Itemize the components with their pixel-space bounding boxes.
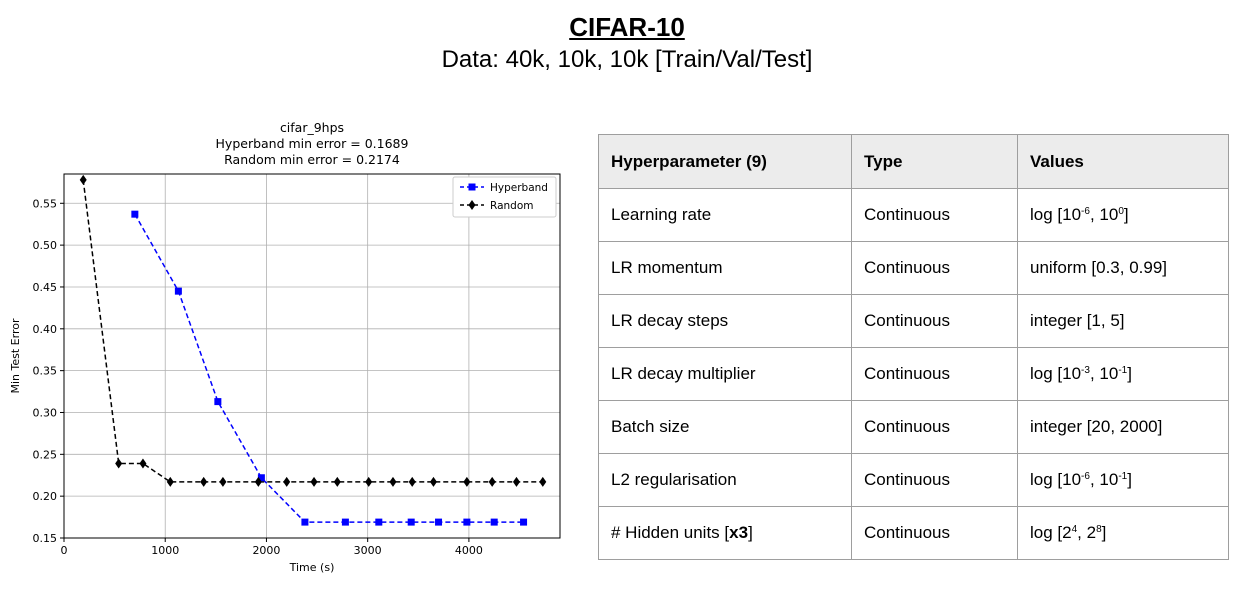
cell-name: # Hidden units [x3] xyxy=(598,506,852,560)
cell-name: LR decay multiplier xyxy=(598,347,852,401)
cell-values: integer [1, 5] xyxy=(1017,294,1229,348)
cell-type: Continuous xyxy=(851,347,1018,401)
cell-type: Continuous xyxy=(851,453,1018,507)
cell-type: Continuous xyxy=(851,506,1018,560)
y-tick-label: 0.45 xyxy=(33,281,58,294)
y-tick-label: 0.20 xyxy=(33,490,58,503)
y-axis-label: Min Test Error xyxy=(9,318,22,393)
x-tick-label: 4000 xyxy=(455,544,483,557)
data-point-hyperband xyxy=(341,518,349,526)
data-point-random xyxy=(408,476,416,487)
data-point-hyperband xyxy=(301,518,309,526)
data-point-random xyxy=(539,476,547,487)
data-point-hyperband xyxy=(214,398,222,406)
chart-legend: Hyperband Random xyxy=(452,176,557,218)
cell-name: Learning rate xyxy=(598,188,852,242)
cell-values: log [24, 28] xyxy=(1017,506,1229,560)
y-tick-label: 0.30 xyxy=(33,406,58,419)
table-row: Learning rate Continuous log [10-6, 100] xyxy=(598,188,1229,242)
data-point-hyperband xyxy=(490,518,498,526)
data-point-hyperband xyxy=(375,518,383,526)
table-header-row: Hyperparameter (9) Type Values xyxy=(598,134,1229,189)
cell-values: log [10-6, 100] xyxy=(1017,188,1229,242)
cell-type: Continuous xyxy=(851,241,1018,295)
table-row: LR momentum Continuous uniform [0.3, 0.9… xyxy=(598,241,1229,295)
data-point-hyperband xyxy=(257,474,265,482)
cell-values: integer [20, 2000] xyxy=(1017,400,1229,454)
cell-name: LR momentum xyxy=(598,241,852,295)
x-tick-label: 0 xyxy=(61,544,68,557)
series-line-hyperband xyxy=(134,213,524,523)
cell-name: Batch size xyxy=(598,400,852,454)
cell-values: log [10-6, 10-1] xyxy=(1017,453,1229,507)
data-point-hyperband xyxy=(520,518,528,526)
table-row: LR decay steps Continuous integer [1, 5] xyxy=(598,294,1229,348)
data-point-random xyxy=(79,174,87,185)
data-point-random xyxy=(333,476,341,487)
hyperparameter-table: Hyperparameter (9) Type Values Learning … xyxy=(598,134,1229,560)
y-tick-label: 0.55 xyxy=(33,197,58,210)
data-point-random xyxy=(254,476,262,487)
data-point-random xyxy=(139,458,147,469)
data-point-random xyxy=(219,476,227,487)
slide-title: CIFAR-10 xyxy=(569,12,685,42)
legend-label-random: Random xyxy=(490,200,533,212)
cell-name: L2 regularisation xyxy=(598,453,852,507)
data-point-hyperband xyxy=(174,287,182,295)
data-point-random xyxy=(283,476,291,487)
data-point-hyperband xyxy=(463,518,471,526)
table-row: # Hidden units [x3] Continuous log [24, … xyxy=(598,506,1229,560)
cell-values: uniform [0.3, 0.99] xyxy=(1017,241,1229,295)
table-row: LR decay multiplier Continuous log [10-3… xyxy=(598,347,1229,401)
header-type: Type xyxy=(851,134,1018,189)
x-tick-label: 2000 xyxy=(252,544,280,557)
cell-name: LR decay steps xyxy=(598,294,852,348)
data-point-random xyxy=(389,476,397,487)
chart-subtitle-line-2: Random min error = 0.2174 xyxy=(224,152,400,167)
legend-box xyxy=(452,176,557,218)
header-values: Values xyxy=(1017,134,1229,189)
data-point-random xyxy=(365,476,373,487)
series-line-random xyxy=(82,179,543,483)
data-point-random xyxy=(512,476,520,487)
data-point-random xyxy=(310,476,318,487)
cell-values: log [10-3, 10-1] xyxy=(1017,347,1229,401)
data-point-random xyxy=(488,476,496,487)
y-tick-label: 0.40 xyxy=(33,323,58,336)
chart-title: cifar_9hps xyxy=(280,120,344,135)
y-tick-label: 0.25 xyxy=(33,448,58,461)
data-point-hyperband xyxy=(407,518,415,526)
cell-type: Continuous xyxy=(851,188,1018,242)
x-tick-label: 3000 xyxy=(354,544,382,557)
y-tick-label: 0.50 xyxy=(33,239,58,252)
legend-marker-hyperband xyxy=(468,183,476,191)
data-point-random xyxy=(115,458,123,469)
chart-subtitle-line-1: Hyperband min error = 0.1689 xyxy=(216,136,409,151)
plot-frame xyxy=(63,173,561,539)
x-tick-label: 1000 xyxy=(151,544,179,557)
data-point-random xyxy=(166,476,174,487)
data-point-hyperband xyxy=(131,210,139,218)
slide-subtitle: Data: 40k, 10k, 10k [Train/Val/Test] xyxy=(441,46,813,73)
legend-marker-random xyxy=(468,200,476,210)
table-row: L2 regularisation Continuous log [10-6, … xyxy=(598,453,1229,507)
cell-type: Continuous xyxy=(851,294,1018,348)
cell-type: Continuous xyxy=(851,400,1018,454)
data-point-random xyxy=(200,476,208,487)
y-tick-label: 0.15 xyxy=(33,532,58,545)
legend-label-hyperband: Hyperband xyxy=(490,182,548,194)
data-point-random xyxy=(429,476,437,487)
data-point-hyperband xyxy=(435,518,443,526)
data-point-random xyxy=(463,476,471,487)
line-chart: cifar_9hps Hyperband min error = 0.1689 … xyxy=(9,120,561,574)
header-hyperparameter: Hyperparameter (9) xyxy=(598,134,852,189)
x-axis-label: Time (s) xyxy=(289,561,335,574)
y-tick-label: 0.35 xyxy=(33,365,58,378)
table-row: Batch size Continuous integer [20, 2000] xyxy=(598,400,1229,454)
